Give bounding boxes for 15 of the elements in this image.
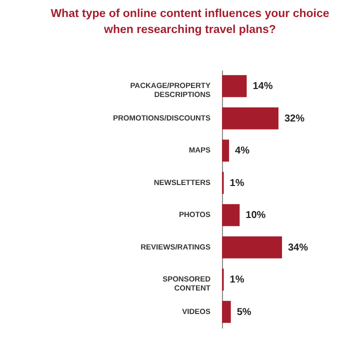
bar — [222, 140, 230, 162]
bar — [222, 204, 240, 226]
data-label: 4% — [235, 146, 250, 157]
bar — [222, 107, 278, 130]
data-label: 32% — [284, 113, 305, 124]
data-label: 34% — [288, 242, 308, 254]
data-label: 14% — [252, 81, 273, 92]
data-label: 1% — [230, 274, 244, 286]
bar — [222, 75, 247, 98]
bar — [222, 236, 282, 258]
data-label: 5% — [236, 306, 252, 318]
data-label: 10% — [246, 210, 266, 222]
chart-title: What type of online content influences your choice when researching travel plans? — [50, 7, 330, 38]
data-label: 1% — [230, 178, 244, 189]
bar — [222, 300, 231, 323]
